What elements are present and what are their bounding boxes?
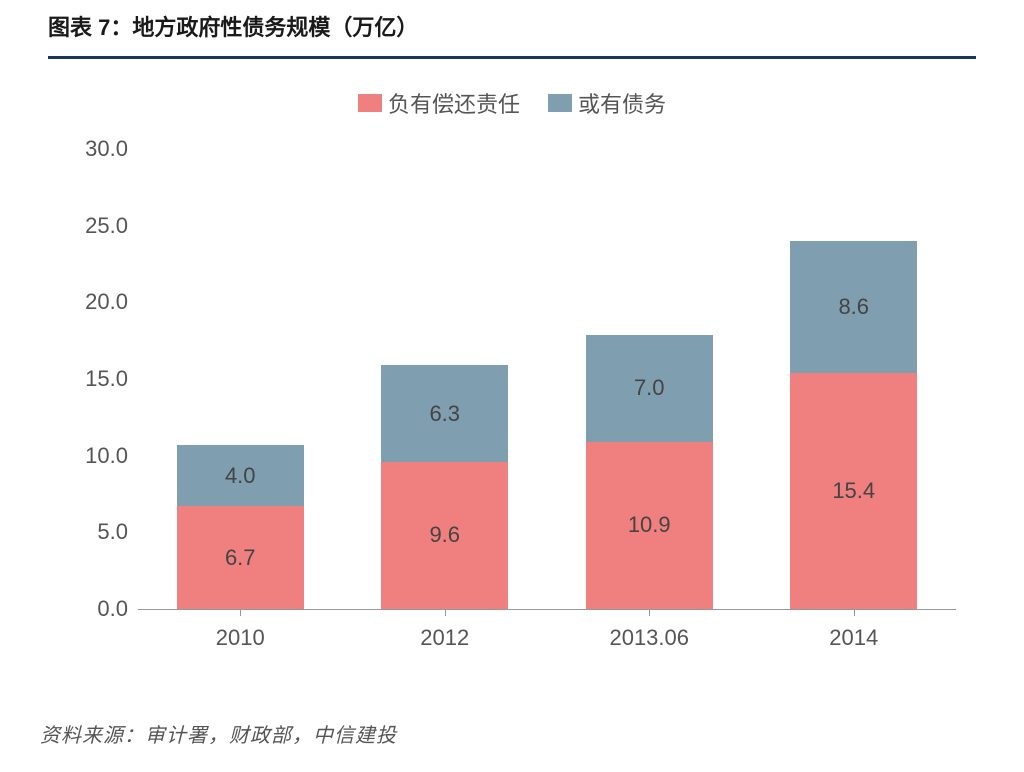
bar-value-label: 9.6 [429,522,460,548]
bar-segment: 6.3 [381,365,508,462]
y-tick-label: 25.0 [48,213,128,239]
bar-segment: 9.6 [381,462,508,609]
x-tick-mark [854,609,855,616]
bar-value-label: 8.6 [838,294,869,320]
bar-segment: 7.0 [586,335,713,442]
chart-title: 图表 7：地方政府性债务规模（万亿） [48,10,976,42]
bar-group: 8.615.42014 [790,241,917,609]
bar-segment: 10.9 [586,442,713,609]
bar-group: 4.06.72010 [177,445,304,609]
bar-container: 4.06.720106.39.620127.010.92013.068.615.… [138,149,956,609]
y-tick-label: 5.0 [48,519,128,545]
bar-group: 6.39.62012 [381,365,508,609]
legend-item: 负有偿还责任 [358,87,520,119]
legend-item: 或有债务 [548,87,666,119]
bar-value-label: 4.0 [225,463,256,489]
x-tick-mark [240,609,241,616]
bar-value-label: 15.4 [832,478,875,504]
legend-label: 或有债务 [578,87,666,119]
bar-value-label: 6.3 [429,401,460,427]
chart-source: 资料来源：审计署，财政部，中信建投 [40,719,397,748]
y-tick-label: 20.0 [48,289,128,315]
y-tick-label: 0.0 [48,596,128,622]
y-tick-label: 15.0 [48,366,128,392]
x-axis-line [138,609,956,610]
chart-title-bar: 图表 7：地方政府性债务规模（万亿） [0,0,1024,50]
y-tick-label: 30.0 [48,136,128,162]
bar-value-label: 7.0 [634,375,665,401]
legend-swatch [358,94,382,112]
plot-area: 4.06.720106.39.620127.010.92013.068.615.… [138,149,956,609]
bar-segment: 6.7 [177,506,304,609]
chart-area: 0.05.010.015.020.025.030.0 4.06.720106.3… [48,139,976,669]
x-tick-mark [649,609,650,616]
chart-legend: 负有偿还责任 或有债务 [0,59,1024,129]
bar-segment: 4.0 [177,445,304,506]
legend-label: 负有偿还责任 [388,87,520,119]
bar-group: 7.010.92013.06 [586,335,713,609]
bar-segment: 15.4 [790,373,917,609]
bar-segment: 8.6 [790,241,917,373]
x-tick-mark [445,609,446,616]
bar-value-label: 10.9 [628,512,671,538]
y-tick-label: 10.0 [48,443,128,469]
bar-value-label: 6.7 [225,545,256,571]
legend-swatch [548,94,572,112]
x-tick-label: 2014 [727,625,981,651]
